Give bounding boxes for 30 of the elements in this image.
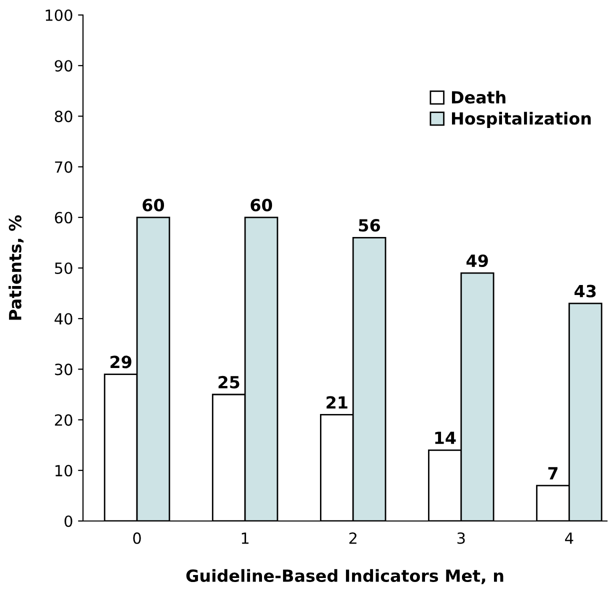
y-tick-label: 40 [54, 313, 72, 325]
data-label: 14 [435, 432, 456, 444]
y-tick-label: 20 [54, 414, 72, 426]
y-tick-label: 0 [64, 515, 72, 528]
data-label: 49 [466, 254, 488, 268]
y-tick-label: 60 [54, 212, 72, 224]
x-tick-label: 0 [133, 532, 141, 544]
y-tick-label: 50 [55, 262, 72, 274]
data-label: 25 [218, 376, 240, 388]
x-tick-label: 2 [349, 532, 356, 544]
data-label: 56 [359, 219, 380, 232]
y-tick-label: 10 [56, 464, 72, 476]
legend-label: Death [452, 90, 506, 104]
y-tick-label: 90 [54, 60, 72, 72]
data-label: 29 [110, 356, 132, 368]
x-tick-label: 1 [242, 532, 249, 544]
data-label: 43 [574, 284, 596, 298]
data-label: 60 [250, 198, 272, 212]
y-tick-label: 80 [54, 110, 72, 122]
x-tick-label: 3 [457, 532, 465, 544]
data-label: 7 [548, 467, 558, 480]
x-axis-title: Guideline-Based Indicators Met, n [186, 569, 504, 584]
y-tick-label: 70 [55, 161, 72, 173]
y-tick-label: 100 [46, 9, 72, 22]
y-tick-label: 30 [55, 364, 72, 376]
data-label: 21 [326, 396, 348, 408]
y-axis-title: Patients, % [8, 215, 24, 320]
x-tick-label: 4 [565, 532, 574, 544]
data-label: 60 [142, 198, 164, 212]
legend-label: Hospitalization [452, 112, 591, 128]
